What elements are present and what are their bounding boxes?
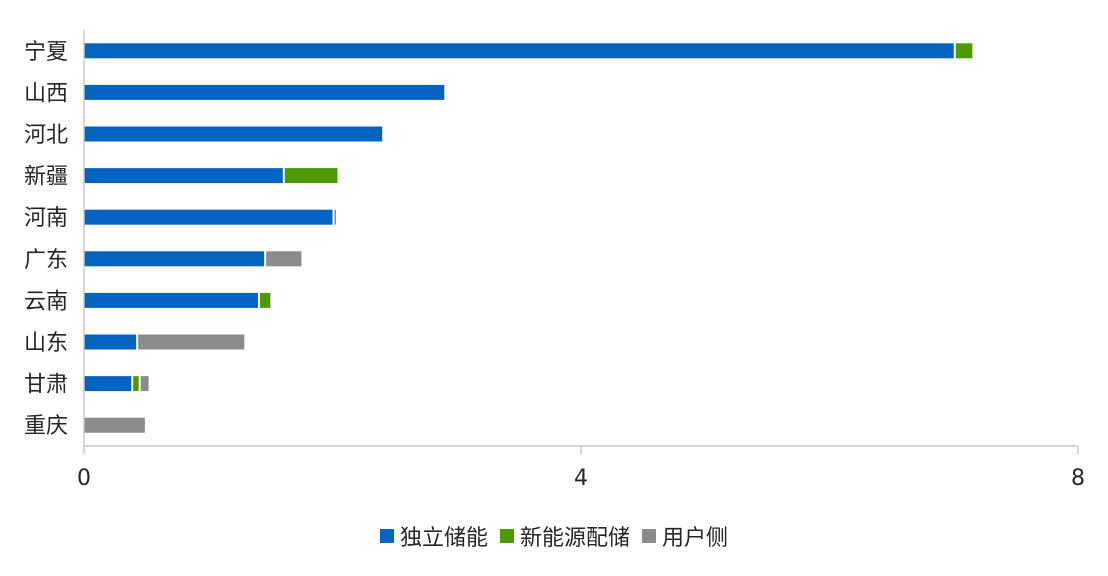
bar-segment bbox=[84, 168, 283, 184]
bar-segment bbox=[259, 292, 271, 308]
category-label: 甘肃 bbox=[24, 373, 68, 398]
bar-segment bbox=[84, 209, 333, 225]
category-label: 河南 bbox=[24, 206, 68, 231]
bar-segment bbox=[955, 43, 973, 59]
bar-segment bbox=[84, 43, 954, 59]
legend-item: 独立储能 bbox=[379, 520, 488, 552]
legend-item: 用户侧 bbox=[642, 520, 728, 552]
x-axis-ticks: 0 4 8 bbox=[77, 446, 1085, 491]
category-label: 山东 bbox=[24, 331, 68, 356]
bar-segment bbox=[84, 376, 132, 392]
bar-segment bbox=[284, 168, 338, 184]
legend-swatch bbox=[379, 529, 394, 543]
legend-swatch bbox=[642, 529, 656, 543]
plot-area bbox=[84, 43, 973, 433]
category-label: 宁夏 bbox=[24, 40, 68, 65]
category-label: 新疆 bbox=[24, 165, 68, 190]
x-tick-label: 0 bbox=[77, 466, 91, 491]
bar-segment bbox=[84, 251, 265, 267]
legend-item: 新能源配储 bbox=[499, 520, 630, 552]
category-label: 河北 bbox=[24, 123, 68, 148]
category-label: 山西 bbox=[24, 81, 68, 106]
bar-segment bbox=[266, 251, 302, 267]
category-label: 重庆 bbox=[24, 414, 68, 439]
bar-segment bbox=[84, 126, 383, 142]
x-tick-label: 8 bbox=[1071, 466, 1085, 491]
legend: 独立储能 新能源配储 用户侧 bbox=[0, 520, 1108, 552]
category-label: 广东 bbox=[24, 248, 68, 273]
bar-segment bbox=[84, 417, 145, 433]
legend-label: 独立储能 bbox=[399, 526, 488, 551]
x-tick-label: 4 bbox=[574, 466, 588, 491]
category-label: 云南 bbox=[24, 289, 68, 314]
bar-segment bbox=[140, 376, 149, 392]
legend-label: 用户侧 bbox=[662, 526, 729, 551]
bar-segment bbox=[138, 334, 245, 350]
bar-segment bbox=[84, 334, 137, 350]
legend-swatch bbox=[499, 529, 514, 543]
bar-segment bbox=[84, 84, 445, 100]
bar-segment bbox=[84, 292, 258, 308]
bar-segment bbox=[133, 376, 139, 392]
bar-segment bbox=[334, 209, 336, 225]
legend-label: 新能源配储 bbox=[519, 526, 630, 551]
